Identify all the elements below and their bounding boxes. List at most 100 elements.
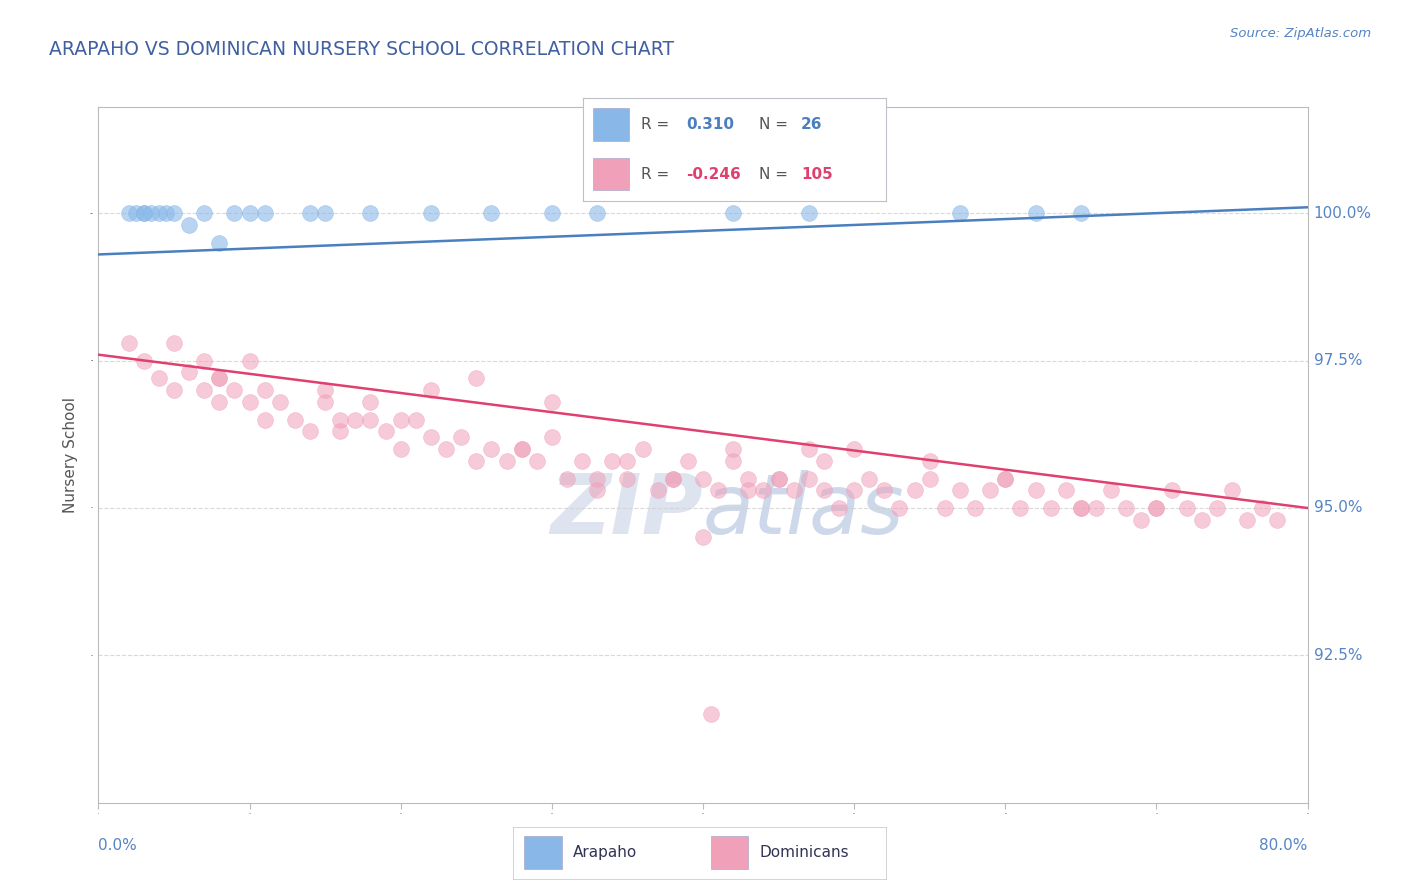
Point [239,206,262,220]
Text: 0.310: 0.310 [686,117,734,132]
Point [797,442,820,456]
Point [692,531,714,545]
Point [965,500,987,515]
Point [208,235,231,250]
Point [1085,500,1108,515]
Text: 105: 105 [801,167,832,182]
Point [208,371,231,385]
Point [844,483,866,498]
Point [141,206,163,220]
Point [1099,483,1122,498]
Point [510,442,533,456]
Point [586,206,609,220]
Text: 95.0%: 95.0% [1313,500,1362,516]
Point [179,365,201,379]
Point [631,442,654,456]
Point [737,483,759,498]
Point [420,430,443,444]
Point [904,483,927,498]
Point [132,353,155,368]
Point [374,425,396,439]
Point [314,383,336,397]
Point [239,395,262,409]
Point [344,412,367,426]
Point [420,383,443,397]
Point [540,206,562,220]
Point [465,454,488,468]
FancyBboxPatch shape [710,836,748,870]
Point [813,454,835,468]
Point [873,483,896,498]
Point [934,500,956,515]
Point [1024,206,1046,220]
Point [994,471,1017,485]
Point [1220,483,1243,498]
Point [163,383,186,397]
Point [1010,500,1032,515]
Point [125,206,148,220]
Point [1206,500,1229,515]
Point [1070,500,1092,515]
Text: 92.5%: 92.5% [1313,648,1362,663]
Point [1024,483,1046,498]
Point [253,206,276,220]
Point [269,395,291,409]
Point [389,442,412,456]
Text: 0.0%: 0.0% [98,838,138,853]
Point [1144,500,1167,515]
Point [540,395,562,409]
Text: ARAPAHO VS DOMINICAN NURSERY SCHOOL CORRELATION CHART: ARAPAHO VS DOMINICAN NURSERY SCHOOL CORR… [49,40,675,59]
Point [797,471,820,485]
Point [224,383,246,397]
Text: Arapaho: Arapaho [572,846,637,860]
Point [179,218,201,232]
Point [1130,513,1153,527]
Point [918,471,941,485]
Point [676,454,699,468]
Point [858,471,880,485]
Point [118,206,141,220]
Point [692,471,714,485]
Point [1039,500,1062,515]
Point [253,383,276,397]
Point [329,412,352,426]
Point [1070,206,1092,220]
Text: ZIP: ZIP [550,470,703,551]
Point [329,425,352,439]
Point [1191,513,1213,527]
Point [284,412,307,426]
Point [602,454,624,468]
Point [661,471,683,485]
Point [118,335,141,350]
Text: atlas: atlas [703,470,904,551]
FancyBboxPatch shape [524,836,561,870]
Point [481,442,503,456]
Point [208,371,231,385]
Point [360,395,382,409]
Point [1267,513,1289,527]
Point [994,471,1017,485]
Point [1115,500,1137,515]
Point [723,206,745,220]
Point [782,483,804,498]
Point [193,383,215,397]
Point [586,471,609,485]
Point [193,206,215,220]
Point [1251,500,1274,515]
Point [208,395,231,409]
Point [1175,500,1198,515]
Text: 97.5%: 97.5% [1313,353,1362,368]
Text: -0.246: -0.246 [686,167,741,182]
Point [132,206,155,220]
Point [979,483,1001,498]
Text: N =: N = [759,117,787,132]
Point [752,483,775,498]
Text: Dominicans: Dominicans [759,846,849,860]
Point [723,454,745,468]
Point [360,412,382,426]
Point [526,454,548,468]
FancyBboxPatch shape [592,158,628,190]
Point [540,430,562,444]
Point [163,335,186,350]
Point [616,471,638,485]
